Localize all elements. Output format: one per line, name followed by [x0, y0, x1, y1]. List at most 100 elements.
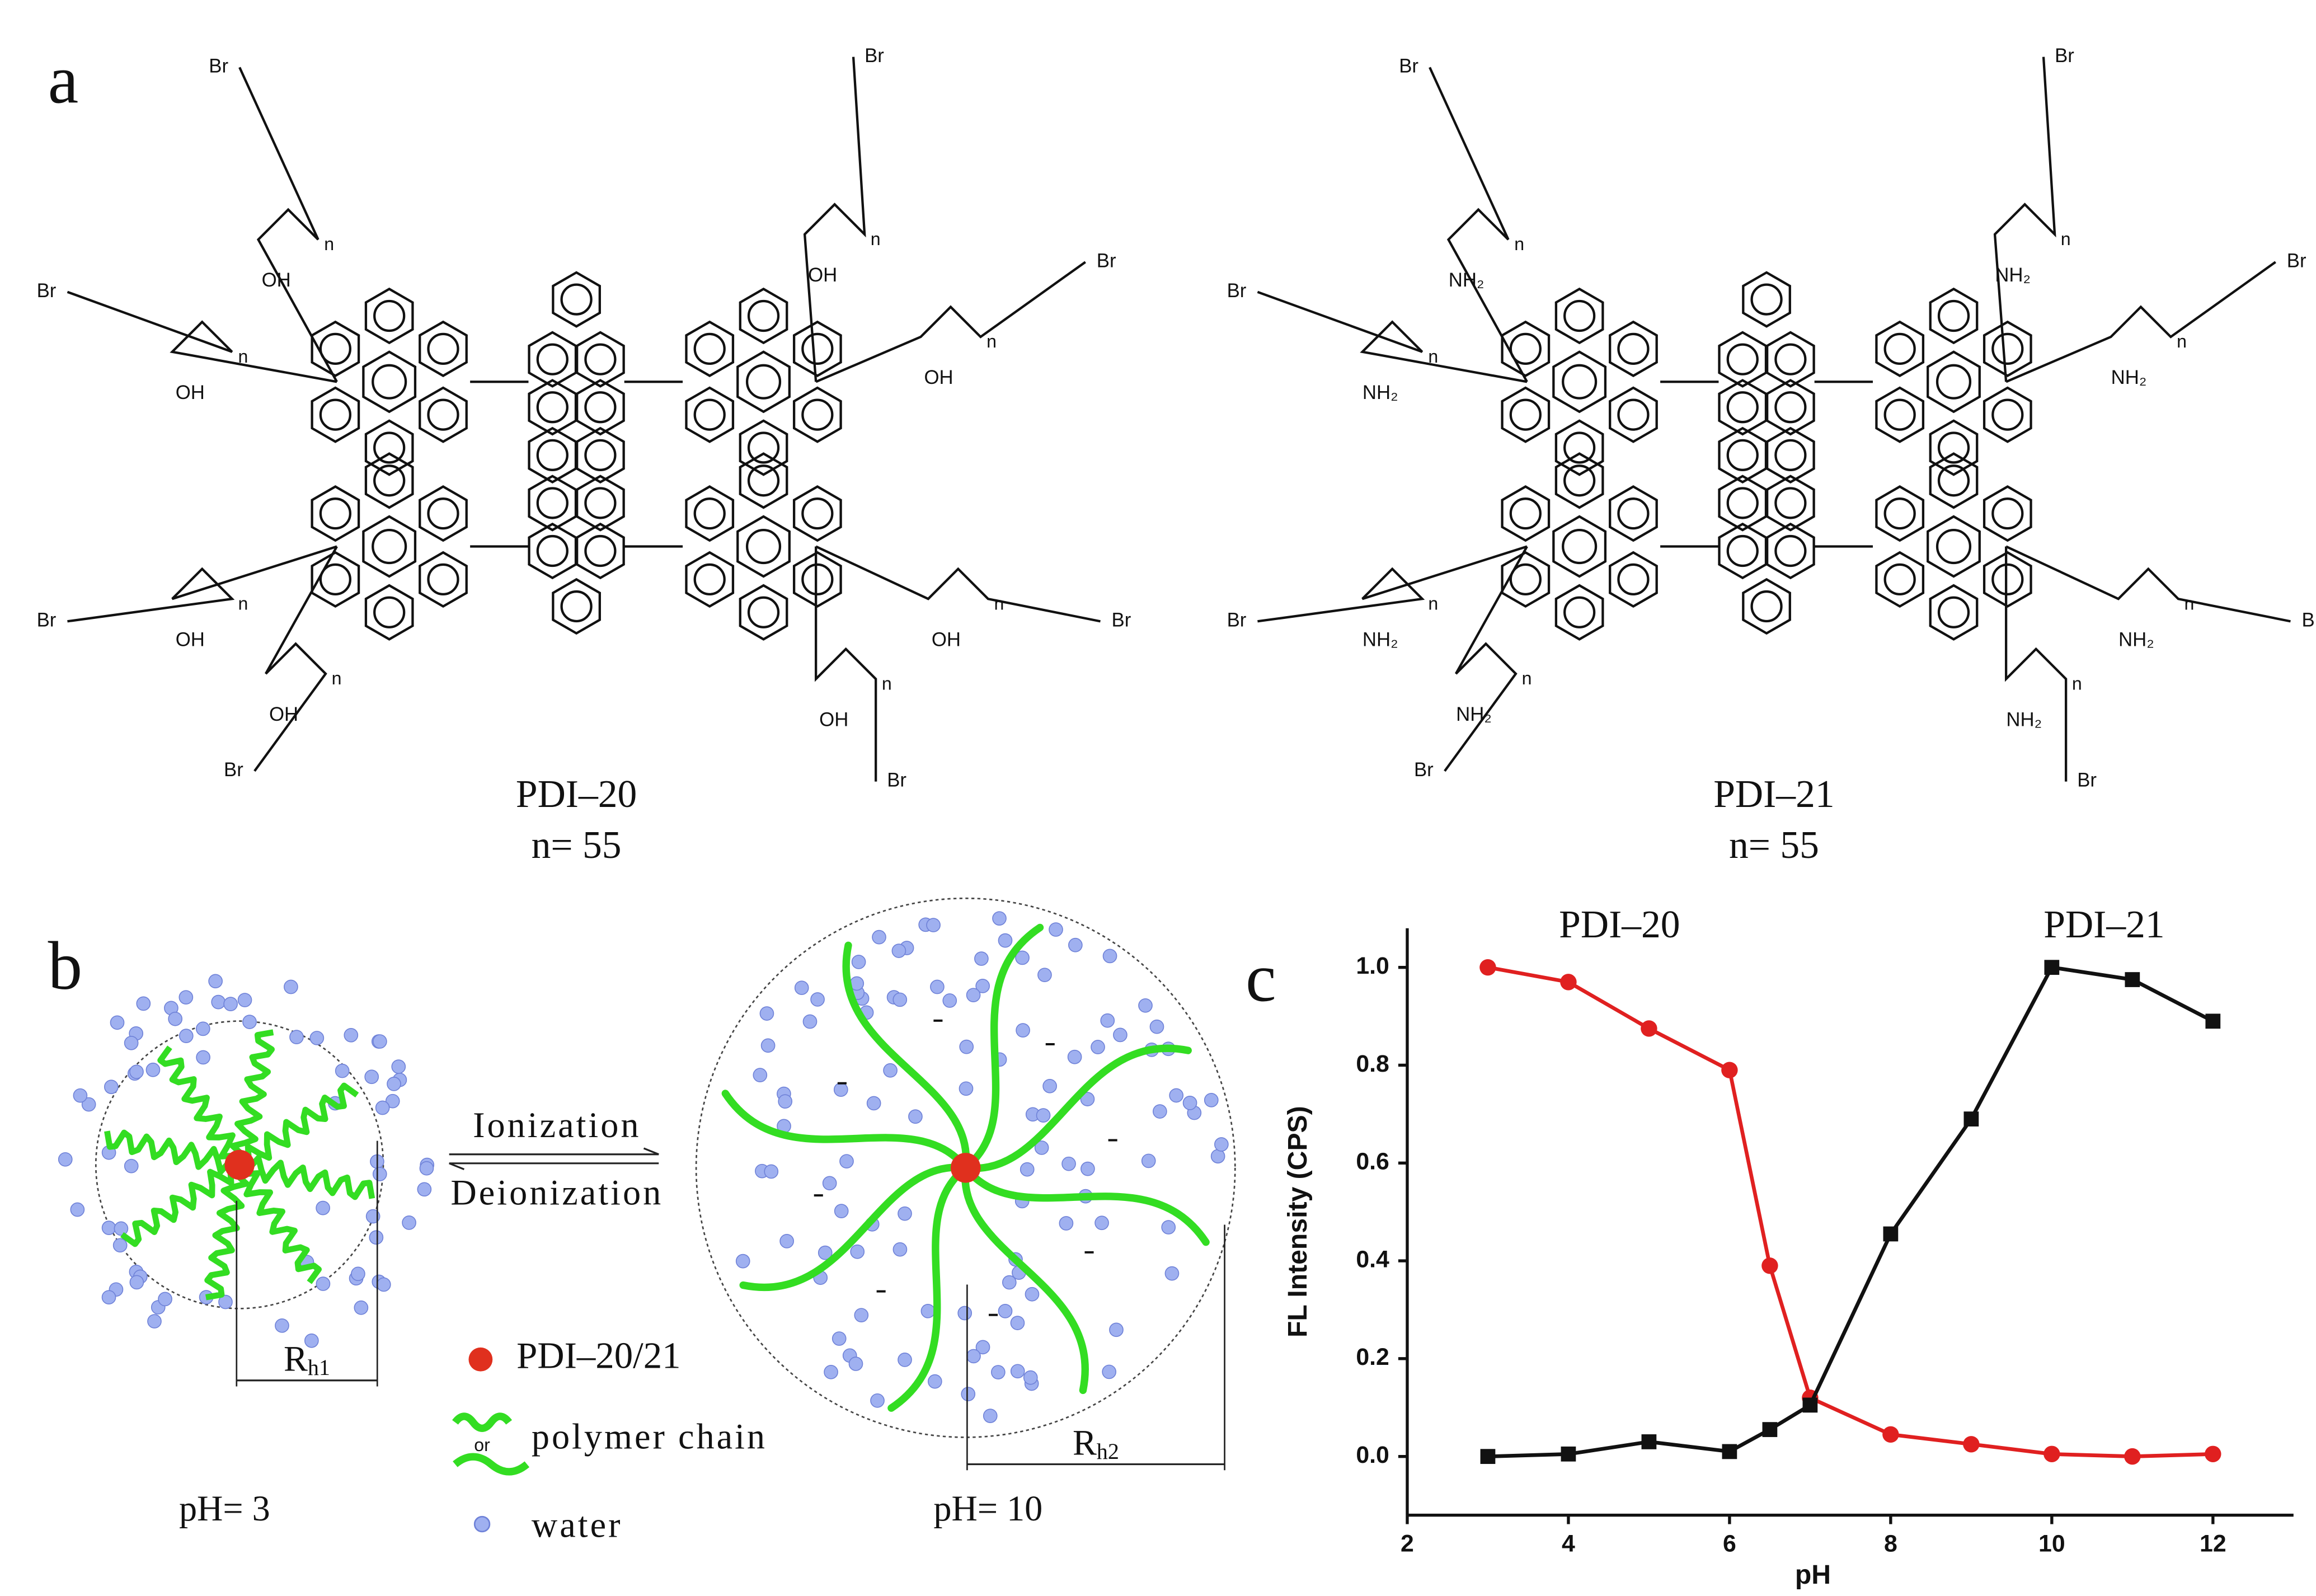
- repeat-unit: n: [332, 668, 342, 688]
- ring-bond: [373, 464, 406, 497]
- ring: [528, 331, 577, 388]
- panel-label: c: [1246, 940, 1276, 1016]
- ring: [528, 475, 577, 532]
- water-molecule: [1023, 1370, 1038, 1385]
- panel-label: b: [48, 927, 83, 1004]
- data-point: [1963, 1111, 1979, 1126]
- ring: [311, 551, 360, 608]
- water-molecule: [289, 1030, 304, 1044]
- end-group: Br: [1112, 609, 1131, 631]
- water-molecule: [196, 1050, 210, 1065]
- polymer-chain: [721, 1090, 970, 1172]
- ring-bond: [747, 299, 780, 332]
- ring: [1765, 475, 1815, 532]
- polymer-arm: [1429, 67, 1528, 383]
- y-tick-label: 0.0: [1356, 1442, 1389, 1468]
- water-molecule: [208, 974, 223, 989]
- ring-bond: [1883, 398, 1916, 431]
- ring-bond: [536, 534, 569, 567]
- ring-bond: [1883, 563, 1916, 596]
- water-molecule: [926, 918, 941, 932]
- ring: [1983, 320, 2032, 378]
- ring: [1609, 320, 1658, 378]
- water-molecule: [402, 1215, 416, 1230]
- ring: [528, 379, 577, 436]
- ring: [792, 320, 842, 378]
- water-molecule: [1081, 1161, 1095, 1176]
- ring-bond: [1937, 431, 1970, 464]
- water-molecule: [309, 1031, 325, 1045]
- y-axis-label: FL Intensity (CPS): [1283, 1106, 1313, 1337]
- x-axis-label: pH: [1795, 1560, 1831, 1590]
- ring-bond: [1617, 398, 1650, 431]
- water-molecule: [316, 1200, 330, 1215]
- water-molecule: [110, 1015, 125, 1030]
- ring-bond: [693, 497, 726, 530]
- ring: [362, 515, 417, 578]
- end-group: Br: [37, 280, 57, 302]
- ring-bond: [1774, 343, 1807, 375]
- ring-bond: [801, 398, 834, 431]
- water-molecule: [760, 1038, 776, 1053]
- ring-bond: [584, 343, 617, 375]
- data-point: [2125, 972, 2140, 987]
- water-molecule: [129, 1275, 144, 1290]
- polymer-arm: [1257, 290, 1528, 383]
- water-molecule: [223, 997, 238, 1011]
- data-point: [1761, 1257, 1778, 1274]
- repeat-unit: n: [871, 229, 881, 249]
- repeat-unit: n: [2185, 593, 2195, 613]
- ring-bond: [373, 299, 406, 332]
- ring: [528, 522, 577, 580]
- end-group: Br: [1399, 56, 1418, 77]
- ring: [1875, 320, 1925, 378]
- process-label: Ionization: [473, 1105, 641, 1145]
- water-molecule: [957, 1306, 973, 1321]
- repeat-unit: n: [324, 234, 334, 254]
- repeat-unit: n: [994, 593, 1004, 613]
- water-molecule: [966, 1349, 981, 1364]
- water-molecule: [1067, 1049, 1082, 1064]
- legend-text: PDI–20/21: [516, 1335, 681, 1377]
- ring: [1983, 551, 2032, 608]
- water-molecule: [136, 996, 151, 1011]
- water-molecule: [178, 990, 194, 1005]
- ring-bond: [801, 497, 834, 530]
- ring: [1875, 551, 1925, 608]
- end-group: Br: [2055, 45, 2074, 67]
- x-tick-label: 2: [1401, 1530, 1414, 1557]
- polymer-chain: [842, 941, 970, 1172]
- ring: [1501, 485, 1551, 542]
- water-molecule: [870, 1393, 885, 1408]
- water-molecule: [101, 1290, 116, 1305]
- polymer-chain: [157, 1045, 248, 1166]
- ring: [685, 320, 735, 378]
- ring: [792, 485, 842, 542]
- end-group: Br: [887, 770, 906, 791]
- ring: [1927, 515, 1981, 578]
- ring-bond: [584, 391, 617, 424]
- water-molecule: [778, 1094, 793, 1109]
- water-molecule: [848, 1356, 863, 1371]
- water-molecule: [335, 1063, 350, 1078]
- water-molecule: [316, 1276, 331, 1291]
- side-group: NH₂: [1456, 704, 1492, 725]
- ring-bond: [1726, 343, 1759, 375]
- ring: [362, 350, 417, 414]
- ring-bond: [1937, 299, 1970, 332]
- water-molecule: [1113, 1027, 1128, 1043]
- water-molecule: [1091, 1040, 1105, 1054]
- arrow-head: [643, 1147, 659, 1156]
- water-molecule: [365, 1209, 380, 1224]
- data-point: [1641, 1020, 1657, 1037]
- polymer-chain: [962, 1164, 1210, 1246]
- ring: [736, 350, 791, 414]
- water-molecule: [1010, 1316, 1025, 1330]
- ring-bond: [584, 487, 617, 519]
- water-molecule: [822, 1176, 837, 1191]
- x-tick-label: 6: [1723, 1530, 1736, 1557]
- water-molecule: [975, 1340, 990, 1355]
- ring-bond: [427, 398, 459, 431]
- side-group: NH₂: [2118, 629, 2154, 650]
- ring: [792, 386, 842, 443]
